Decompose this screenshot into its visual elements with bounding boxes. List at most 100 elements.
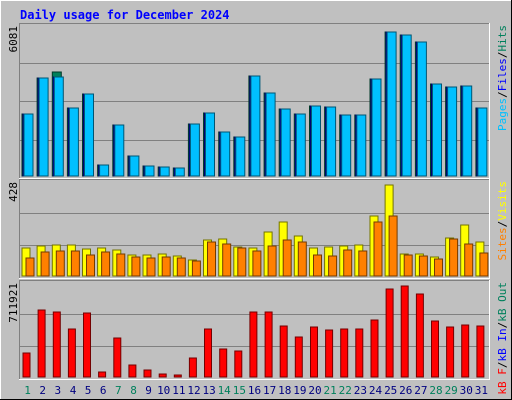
bar-visits-sites-day-23	[358, 250, 368, 277]
bar-kbytes-kb-f-day-12	[188, 357, 197, 378]
bar-hits-pages-day-8	[129, 155, 140, 177]
x-tick-label: 21	[323, 384, 336, 397]
x-tick-label: 22	[339, 384, 352, 397]
panel-kbytes: 711921 kB F/kB In/kB Out	[7, 280, 509, 395]
bar-kbytes-kb-f-day-5	[83, 312, 91, 378]
bar-kbytes-kb-f-day-15	[234, 350, 243, 378]
x-tick-label: 20	[308, 384, 321, 397]
bar-visits-sites-day-19	[297, 241, 307, 277]
bar-visits-sites-day-9	[146, 257, 156, 277]
bar-kbytes-kb-f-day-20	[310, 326, 318, 378]
bar-kbytes-kb-f-day-7	[113, 337, 122, 378]
legend-separator: /	[496, 91, 509, 98]
bar-visits-sites-day-12	[191, 260, 201, 277]
x-tick-label: 8	[130, 384, 137, 397]
bar-kbytes-kb-f-day-10	[158, 373, 167, 378]
bar-visits-sites-day-21	[328, 255, 338, 277]
legend-item-hits: Hits	[496, 25, 509, 52]
bar-hits-pages-day-22	[341, 114, 352, 177]
bar-hits-pages-day-12	[189, 123, 200, 177]
bar-kbytes-kb-f-day-21	[325, 329, 334, 378]
bar-kbytes-kb-f-day-25	[385, 288, 394, 378]
legend-item-files: Files	[496, 58, 509, 91]
x-tick-label: 24	[369, 384, 383, 397]
bar-visits-sites-day-28	[434, 258, 443, 277]
bar-visits-sites-day-10	[161, 256, 171, 277]
bar-kbytes-kb-f-day-14	[219, 348, 228, 378]
bar-hits-pages-day-9	[144, 165, 155, 177]
bar-visits-sites-day-29	[449, 238, 459, 277]
bar-visits-sites-day-4	[70, 250, 80, 277]
bar-hits-pages-day-31	[477, 107, 488, 177]
bar-hits-pages-day-23	[356, 114, 367, 177]
bar-visits-sites-day-17	[267, 245, 277, 277]
bar-hits-pages-day-13	[205, 112, 215, 177]
x-tick-label: 25	[384, 384, 397, 397]
bar-hits-pages-day-27	[416, 41, 427, 177]
bar-kbytes-kb-f-day-4	[67, 328, 76, 378]
bar-visits-sites-day-13	[207, 241, 216, 277]
legend-item-kb-in: kB In	[496, 328, 509, 361]
bar-kbytes-kb-f-day-3	[52, 311, 61, 378]
bar-kbytes-kb-f-day-23	[355, 328, 364, 378]
bar-hits-pages-day-1	[23, 113, 34, 177]
bar-hits-pages-day-14	[220, 131, 231, 177]
x-tick-label: 15	[233, 384, 246, 397]
bar-visits-sites-day-27	[418, 255, 428, 277]
bar-kbytes-kb-f-day-26	[400, 285, 409, 378]
legend-item-kb-f: kB F	[496, 368, 509, 395]
bar-kbytes-kb-f-day-9	[143, 369, 152, 378]
bar-visits-sites-day-11	[176, 257, 186, 277]
x-axis-labels: 1 2 3 4 5 6 7 8 9 10 11 12 13 14 15 16 17 18 19 20 21 22 23 24 2…	[24, 384, 488, 397]
bar-hits-pages-day-2	[38, 77, 49, 177]
bar-hits-pages-day-16	[250, 75, 261, 177]
bar-visits-sites-day-31	[479, 252, 489, 277]
bar-visits-sites-day-8	[131, 256, 141, 277]
x-tick-label: 26	[399, 384, 412, 397]
legend-separator: /	[496, 221, 509, 228]
x-tick-label: 17	[263, 384, 276, 397]
bar-kbytes-kb-f-day-16	[249, 311, 258, 378]
bar-kbytes-kb-f-day-29	[446, 326, 455, 378]
chart-title: Daily usage for December 2024	[20, 8, 230, 22]
x-tick-label: 10	[157, 384, 170, 397]
legend-separator: /	[496, 362, 509, 369]
bar-hits-pages-day-28	[432, 83, 442, 177]
bar-kbytes-kb-f-day-22	[340, 328, 349, 378]
bar-visits-sites-day-16	[252, 250, 262, 277]
bar-visits-sites-day-25	[388, 215, 398, 277]
x-tick-label: 30	[460, 384, 473, 397]
bar-hits-pages-day-19	[295, 113, 306, 177]
bar-kbytes-kb-f-day-6	[98, 371, 107, 378]
bar-kbytes-kb-f-day-11	[173, 374, 182, 378]
bar-visits-sites-day-2	[40, 251, 50, 277]
x-tick-label: 11	[172, 384, 185, 397]
panel-hits-legend: Pages/Files/Hits	[496, 25, 509, 131]
bar-hits-pages-day-5	[84, 93, 94, 177]
bar-visits-sites-day-30	[464, 243, 474, 277]
x-tick-label: 1	[24, 384, 31, 397]
x-tick-label: 4	[70, 384, 77, 397]
bar-kbytes-kb-f-day-27	[415, 293, 424, 378]
x-tick-label: 27	[414, 384, 427, 397]
panel-kbytes-max-label: 711921	[7, 283, 20, 323]
x-tick-label: 12	[187, 384, 200, 397]
bar-kbytes-kb-f-day-8	[128, 364, 137, 378]
bar-hits-pages-day-10	[159, 166, 170, 177]
x-tick-label: 16	[248, 384, 261, 397]
bar-kbytes-kb-f-day-31	[476, 325, 485, 378]
x-tick-label: 28	[429, 384, 442, 397]
bar-hits-pages-day-15	[235, 136, 246, 177]
bar-visits-sites-day-14	[222, 243, 232, 277]
bar-hits-pages-day-21	[326, 106, 337, 177]
legend-item-pages: Pages	[496, 98, 509, 131]
x-tick-label: 23	[354, 384, 367, 397]
bar-hits-pages-day-25	[386, 31, 397, 177]
bar-hits-pages-day-4	[68, 107, 79, 177]
x-tick-label: 13	[202, 384, 215, 397]
bar-visits-sites-day-3	[55, 250, 65, 277]
legend-item-sites: Sites	[496, 227, 509, 260]
bar-visits-sites-day-24	[373, 221, 383, 277]
panel-kbytes-legend: kB F/kB In/kB Out	[496, 282, 509, 395]
x-tick-label: 6	[100, 384, 107, 397]
